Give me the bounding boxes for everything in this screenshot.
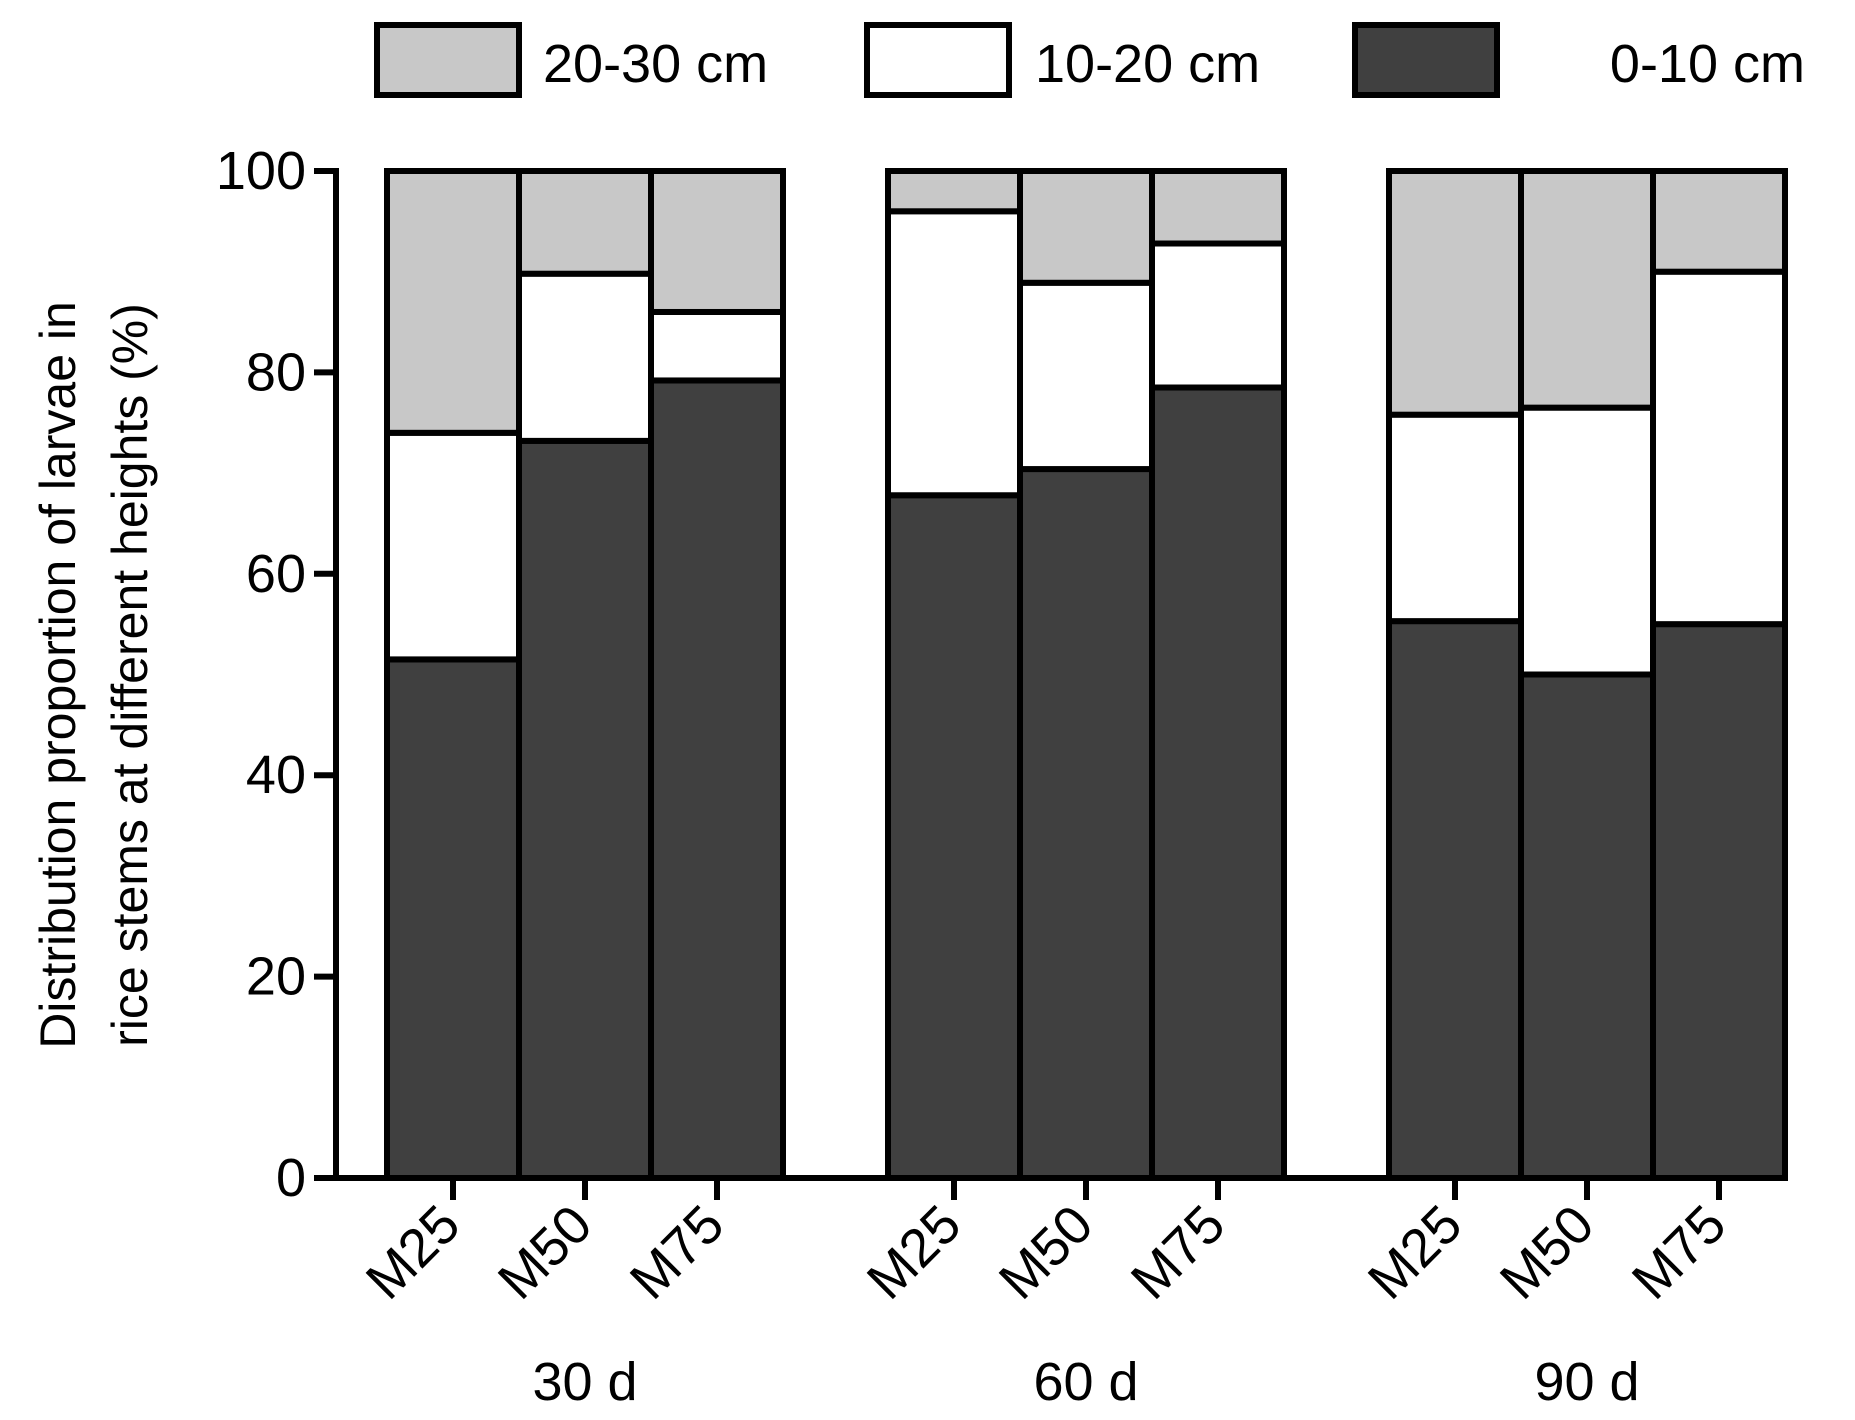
- bar-30d-M25-10-20cm: [384, 429, 522, 663]
- x-tick-label-30d-M50: M50: [487, 1194, 604, 1311]
- y-tick-label-100: 100: [216, 141, 306, 201]
- x-tick-label-60d-M25: M25: [856, 1194, 973, 1311]
- x-tick-label-90d-M75: M75: [1621, 1194, 1738, 1311]
- y-tick-label-20: 20: [246, 947, 306, 1007]
- bar-60d-M50-10-20cm: [1017, 279, 1155, 473]
- x-tick-label-60d-M50: M50: [988, 1194, 1105, 1311]
- bar-30d-M75-0-10cm: [648, 377, 786, 1181]
- bar-30d-M50-10-20cm: [516, 270, 654, 444]
- bars: [384, 168, 1788, 1182]
- group-label-30d: 30 d: [532, 1352, 637, 1412]
- legend-label-0-10cm: 0-10 cm: [1610, 34, 1805, 94]
- bar-90d-M75-20-30cm: [1650, 168, 1788, 275]
- legend-swatch-0-10cm: [1352, 22, 1500, 98]
- y-axis-label-line-2: rice stems at different heights (%): [102, 303, 158, 1047]
- bar-30d-M50-20-30cm: [516, 168, 654, 277]
- bar-30d-M75-20-30cm: [648, 168, 786, 315]
- x-tick-label-90d-M50: M50: [1489, 1194, 1606, 1311]
- bar-90d-M50-10-20cm: [1518, 404, 1656, 678]
- bar-90d-M75-10-20cm: [1650, 268, 1788, 628]
- legend-label-10-20cm: 10-20 cm: [1035, 34, 1260, 94]
- bar-90d-M25-10-20cm: [1386, 411, 1524, 625]
- x-tick-label-30d-M75: M75: [619, 1194, 736, 1311]
- y-tick-label-60: 60: [246, 544, 306, 604]
- x-tick-label-30d-M25: M25: [355, 1194, 472, 1311]
- x-tick-label-60d-M75: M75: [1120, 1194, 1237, 1311]
- bar-90d-M25-0-10cm: [1386, 618, 1524, 1181]
- group-label-60d: 60 d: [1033, 1352, 1138, 1412]
- bar-60d-M25-10-20cm: [885, 208, 1023, 499]
- bar-60d-M25-0-10cm: [885, 492, 1023, 1181]
- bar-60d-M50-0-10cm: [1017, 466, 1155, 1181]
- bar-30d-M25-20-30cm: [384, 168, 522, 436]
- bar-30d-M75-10-20cm: [648, 308, 786, 384]
- x-tick-label-90d-M25: M25: [1357, 1194, 1474, 1311]
- y-tick-label-40: 40: [246, 745, 306, 805]
- y-axis-label-line-1: Distribution proportion of larvae in: [30, 301, 86, 1049]
- y-axis-label: Distribution proportion of larvae in ric…: [30, 301, 158, 1049]
- bar-30d-M50-0-10cm: [516, 437, 654, 1182]
- legend-swatch-10-20cm: [864, 22, 1012, 98]
- group-label-90d: 90 d: [1534, 1352, 1639, 1412]
- bar-90d-M75-0-10cm: [1650, 621, 1788, 1181]
- bar-60d-M75-10-20cm: [1149, 240, 1287, 391]
- legend: 20-30 cm 10-20 cm 0-10 cm: [374, 22, 1805, 98]
- bar-90d-M50-0-10cm: [1518, 671, 1656, 1181]
- bar-90d-M50-20-30cm: [1518, 168, 1656, 411]
- legend-label-20-30cm: 20-30 cm: [543, 34, 768, 94]
- y-tick-label-0: 0: [276, 1148, 306, 1208]
- bar-60d-M25-20-30cm: [885, 168, 1023, 215]
- bar-90d-M25-20-30cm: [1386, 168, 1524, 418]
- legend-swatch-20-30cm: [374, 22, 522, 98]
- bar-60d-M50-20-30cm: [1017, 168, 1155, 286]
- bar-30d-M25-0-10cm: [384, 656, 522, 1181]
- bar-60d-M75-0-10cm: [1149, 384, 1287, 1181]
- bar-60d-M75-20-30cm: [1149, 168, 1287, 247]
- y-tick-label-80: 80: [246, 342, 306, 402]
